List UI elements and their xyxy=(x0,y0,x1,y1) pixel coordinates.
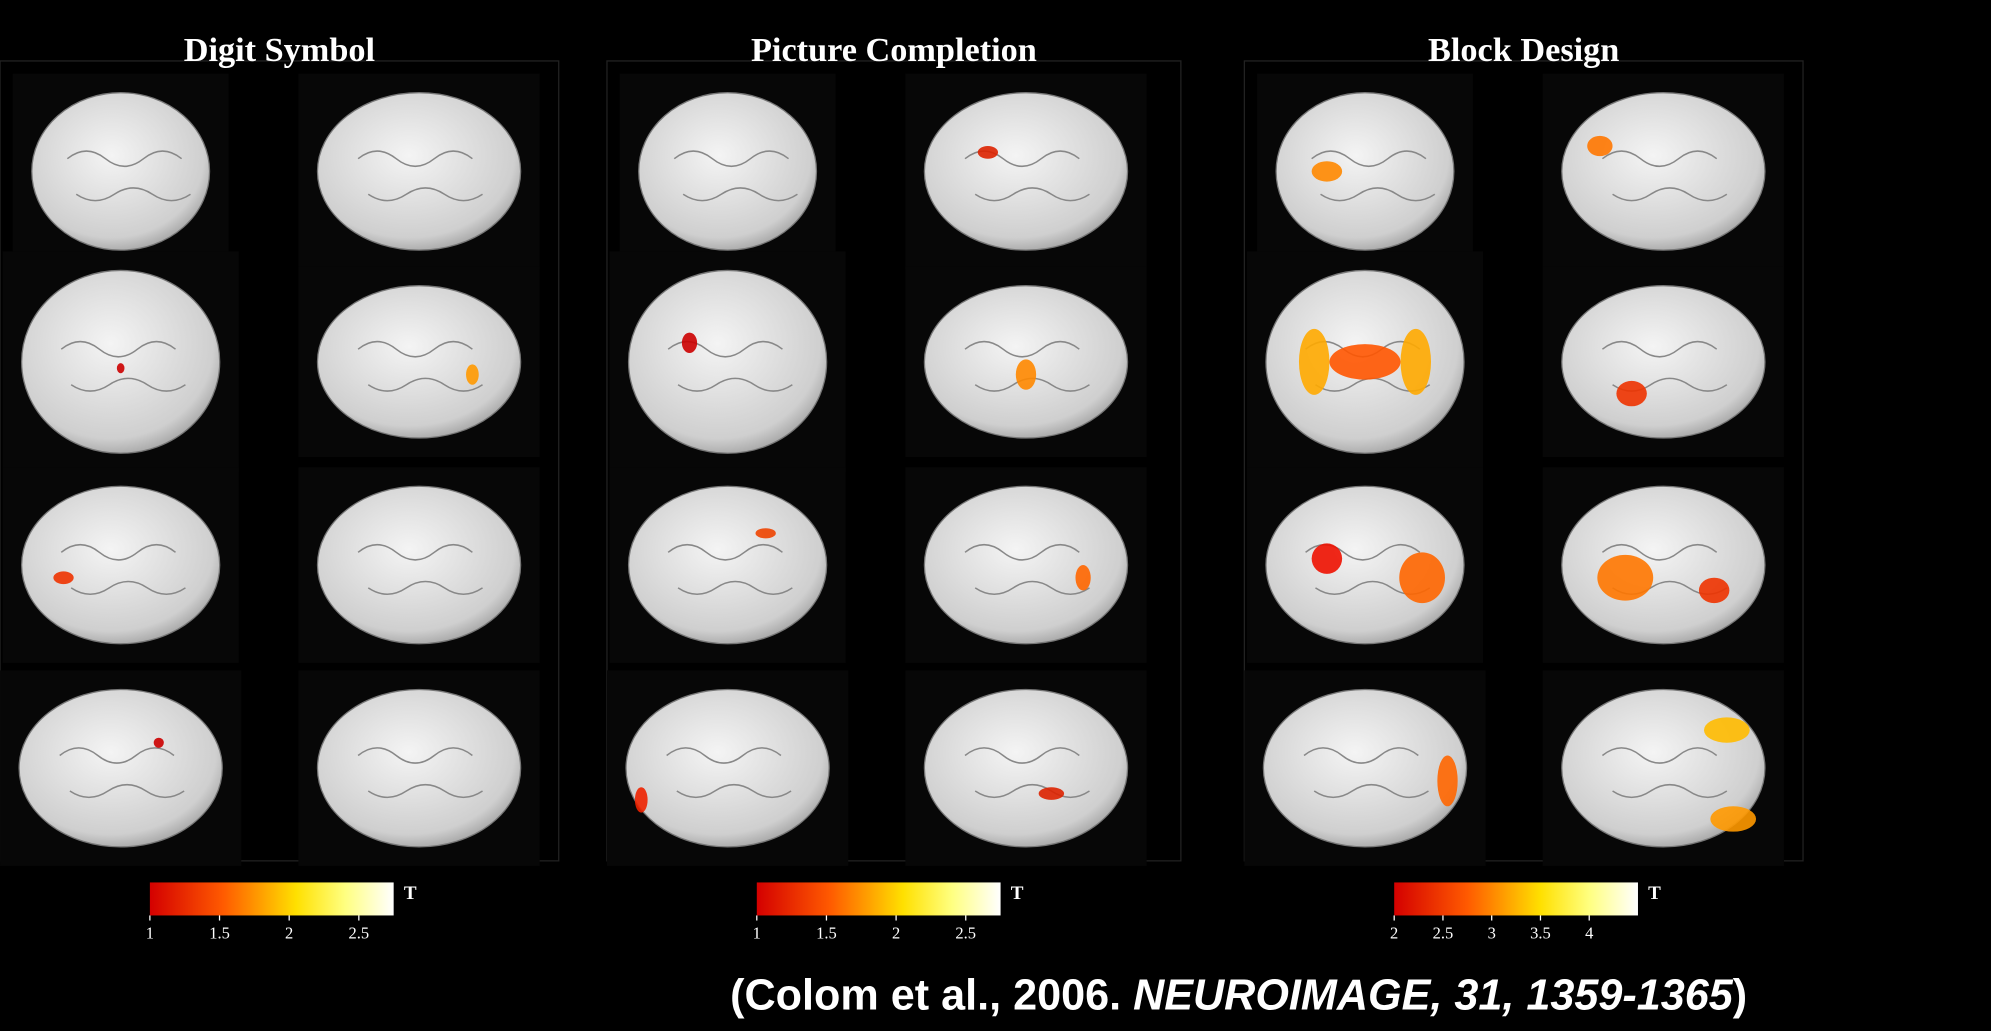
panel-title: Picture Completion xyxy=(751,31,1037,69)
brain-image xyxy=(639,93,817,250)
brain-image xyxy=(924,486,1127,643)
colorbar-tick-label: 1 xyxy=(146,923,154,942)
colorbar-tick-label: 3 xyxy=(1488,923,1496,942)
colorbar-tick-label: 3.5 xyxy=(1530,923,1551,942)
colorbar-tick-label: 1 xyxy=(753,923,761,942)
citation-close: ) xyxy=(1733,971,1747,1019)
activation-blob xyxy=(1710,806,1756,831)
brain-image xyxy=(1562,286,1765,438)
colorbar-tick-label: 1.5 xyxy=(209,923,230,942)
citation-journal: NEUROIMAGE, 31, 1359-1365 xyxy=(1133,971,1734,1019)
panel-title: Digit Symbol xyxy=(184,31,375,69)
activation-blob xyxy=(635,787,648,812)
panel-title: Block Design xyxy=(1428,31,1619,69)
activation-blob xyxy=(466,364,479,384)
brain-image xyxy=(317,286,520,438)
brain-image xyxy=(317,689,520,846)
colorbar xyxy=(757,882,1001,915)
colorbar xyxy=(150,882,394,915)
colorbar-tick-label: 2 xyxy=(285,923,293,942)
brain-image xyxy=(1276,93,1454,250)
activation-blob xyxy=(1329,344,1400,380)
brain-image xyxy=(317,486,520,643)
colorbar xyxy=(1394,882,1638,915)
figure: Digit Symbol T 1 1.5 2 2.5 Picture Completion T… xyxy=(0,0,1991,1031)
brain-image xyxy=(22,270,220,453)
activation-blob xyxy=(1299,329,1329,395)
brain-image xyxy=(626,689,829,846)
activation-blob xyxy=(1437,755,1457,806)
activation-blob xyxy=(154,738,164,748)
brain-image xyxy=(19,689,222,846)
activation-blob xyxy=(117,363,125,373)
brain-image xyxy=(22,486,220,643)
colorbar-tick-label: 4 xyxy=(1585,923,1593,942)
activation-blob xyxy=(1312,543,1342,573)
brain-image xyxy=(1562,93,1765,250)
activation-blob xyxy=(1075,565,1090,590)
brain-image xyxy=(924,689,1127,846)
colorbar-unit: T xyxy=(1011,883,1024,904)
activation-blob xyxy=(756,528,776,538)
activation-blob xyxy=(1597,555,1653,601)
activation-blob xyxy=(682,333,697,353)
colorbar-tick-label: 2.5 xyxy=(1433,923,1454,942)
brain-image xyxy=(629,270,827,453)
activation-blob xyxy=(1312,161,1342,181)
colorbar-unit: T xyxy=(1648,883,1661,904)
colorbar-tick-label: 1.5 xyxy=(816,923,837,942)
brain-image xyxy=(1263,689,1466,846)
activation-blob xyxy=(1039,787,1064,800)
brain-image xyxy=(924,93,1127,250)
brain-image xyxy=(629,486,827,643)
activation-blob xyxy=(1399,552,1445,603)
colorbar-unit: T xyxy=(404,883,417,904)
colorbar-tick-label: 2 xyxy=(1390,923,1398,942)
activation-blob xyxy=(53,571,73,584)
brain-image xyxy=(317,93,520,250)
activation-blob xyxy=(1616,381,1646,406)
brain-image xyxy=(1562,486,1765,643)
activation-blob xyxy=(978,146,998,159)
activation-blob xyxy=(1587,136,1612,156)
colorbar-tick-label: 2.5 xyxy=(349,923,370,942)
colorbar-tick-label: 2.5 xyxy=(955,923,976,942)
activation-blob xyxy=(1699,578,1729,603)
activation-blob xyxy=(1704,717,1750,742)
citation-authors: (Colom et al., 2006. xyxy=(730,971,1121,1019)
citation: (Colom et al., 2006. NEUROIMAGE, 31, 135… xyxy=(730,971,1747,1019)
activation-blob xyxy=(1401,329,1431,395)
activation-blob xyxy=(1016,359,1036,389)
colorbar-tick-label: 2 xyxy=(892,923,900,942)
brain-image xyxy=(32,93,210,250)
